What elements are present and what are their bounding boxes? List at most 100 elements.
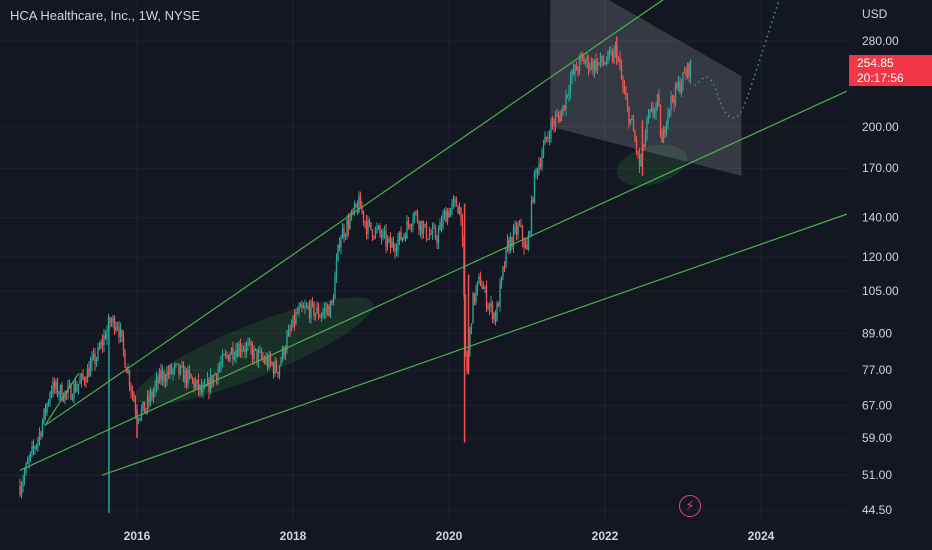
candle-body: [449, 208, 452, 217]
candle-body: [101, 341, 104, 346]
candle-body: [649, 110, 651, 115]
candle-body: [106, 329, 108, 339]
candle-body: [509, 237, 512, 252]
candle-body: [215, 373, 218, 380]
candle-body: [55, 381, 57, 389]
candle-body: [550, 121, 552, 139]
candle-body: [170, 366, 173, 374]
candle-body: [181, 366, 183, 368]
candle-body: [470, 323, 473, 330]
candle-body: [343, 228, 345, 237]
candle-body: [251, 348, 254, 360]
candle-body: [226, 354, 228, 356]
candle-body: [245, 345, 248, 352]
candle-body: [500, 276, 503, 285]
candle-body: [511, 237, 513, 247]
candle-body: [188, 369, 191, 375]
candle-body: [679, 81, 681, 93]
candle-body: [611, 52, 614, 62]
candle-body: [233, 357, 236, 359]
candle-body: [287, 329, 290, 336]
candle-body: [154, 385, 156, 392]
candle-body: [458, 207, 461, 214]
candle-body: [155, 378, 158, 386]
candle-body: [595, 60, 597, 71]
candle-body: [355, 203, 357, 207]
candle-body: [283, 347, 285, 356]
candle-body: [158, 370, 161, 384]
candle-body: [130, 386, 132, 391]
candle-body: [574, 65, 576, 74]
candle-body: [31, 446, 33, 453]
candle-body: [97, 347, 99, 359]
candle-body: [647, 114, 650, 120]
candle-body: [442, 215, 444, 228]
candle-body: [178, 363, 180, 374]
candle-body: [53, 381, 56, 389]
candle-body: [515, 226, 518, 235]
candle-body: [317, 307, 320, 317]
candle-body: [538, 164, 540, 174]
candle-body: [415, 212, 417, 214]
candle-body: [593, 60, 596, 72]
candle-body: [137, 419, 140, 421]
candle-body: [398, 231, 401, 240]
candle-body: [619, 58, 621, 66]
candle-body: [572, 70, 575, 74]
candle-body: [347, 220, 350, 229]
candle-body: [454, 199, 456, 201]
candle-body: [376, 228, 378, 230]
candle-body: [545, 136, 548, 139]
candle-body: [257, 351, 260, 362]
candle-body: [320, 315, 323, 318]
candle-body: [412, 219, 414, 226]
candle-body: [685, 73, 687, 77]
candle-body: [433, 227, 435, 229]
candle-body: [640, 160, 642, 166]
candle-body: [134, 401, 137, 412]
candle-body: [260, 351, 263, 358]
candle-body: [587, 56, 590, 70]
candle-body: [200, 385, 203, 393]
candle-body: [530, 199, 533, 232]
candle-body: [401, 237, 404, 241]
candle-body: [569, 78, 572, 92]
candle-body: [179, 366, 182, 374]
candle-body: [113, 317, 116, 331]
candle-body: [551, 121, 554, 124]
candle-body: [26, 461, 29, 464]
candle-body: [124, 349, 126, 368]
candle-body: [496, 303, 498, 321]
candle-body: [280, 360, 282, 366]
candle-body: [23, 472, 26, 481]
candle-body: [197, 379, 200, 391]
candle-body: [491, 302, 494, 320]
candle-body: [202, 387, 204, 393]
lightning-alert-icon[interactable]: ⚡︎: [679, 495, 701, 517]
candle-body: [419, 221, 422, 231]
candle-body: [439, 222, 441, 231]
candle-body: [664, 129, 666, 134]
candle-body: [266, 357, 269, 367]
candle-body: [431, 227, 434, 235]
candle-body: [133, 394, 135, 402]
candle-body: [304, 306, 306, 308]
candle-body: [28, 458, 30, 462]
candle-body: [52, 381, 54, 393]
candle-body: [598, 62, 600, 64]
candle-body: [332, 299, 335, 304]
candle-body: [232, 348, 234, 359]
candle-body: [19, 485, 21, 495]
trendlines[interactable]: [19, 0, 848, 476]
candle-body: [214, 373, 216, 376]
candle-body: [88, 367, 90, 377]
chart-title: HCA Healthcare, Inc., 1W, NYSE: [10, 8, 201, 23]
candle-body: [490, 302, 492, 306]
candle-body: [631, 119, 633, 121]
candle-body: [274, 361, 276, 374]
candle-body: [688, 63, 690, 77]
candle-body: [220, 362, 222, 367]
candle-body: [34, 448, 36, 450]
candle-body: [298, 307, 300, 314]
